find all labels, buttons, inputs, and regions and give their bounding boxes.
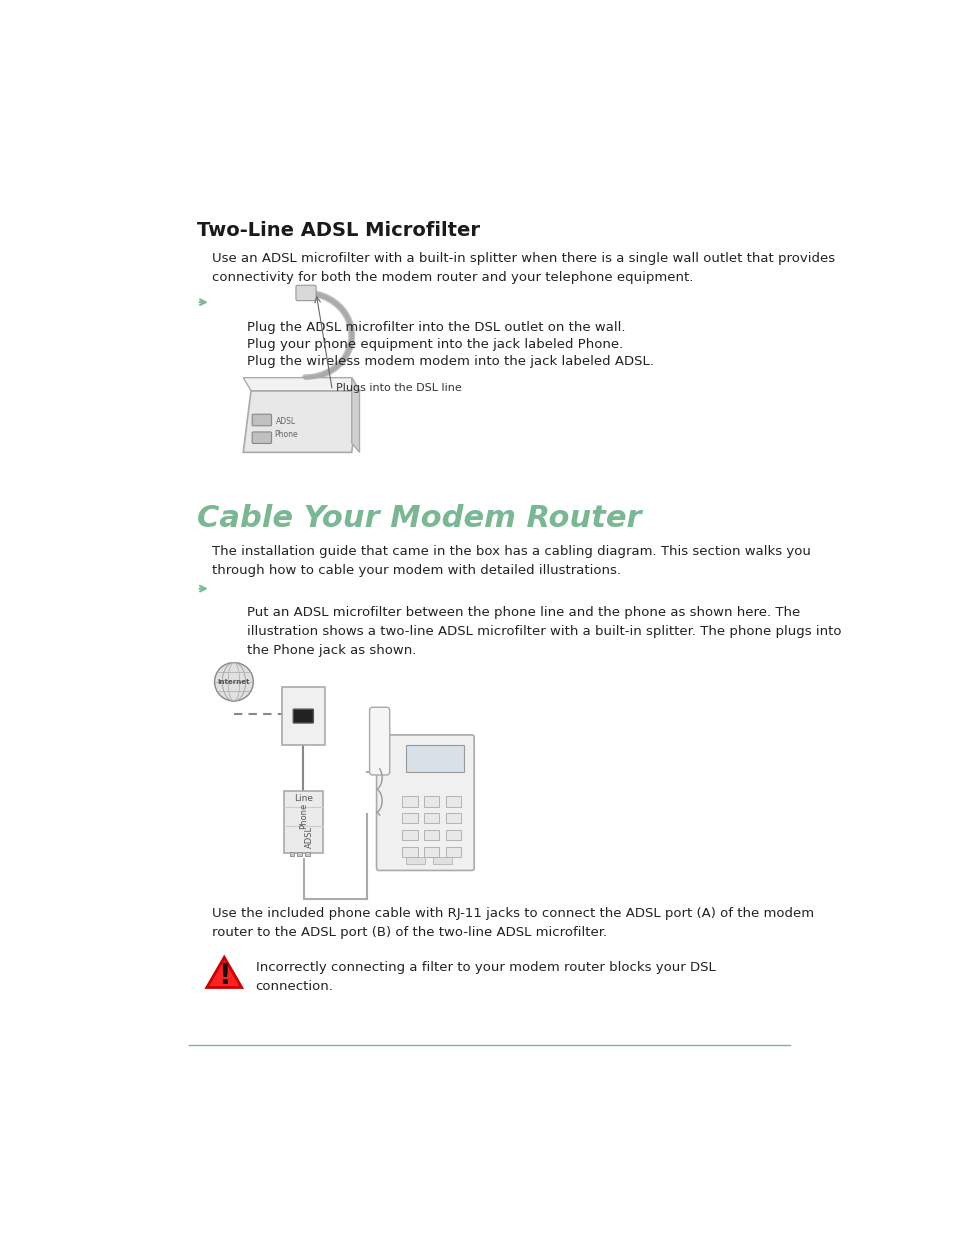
Text: The installation guide that came in the box has a cabling diagram. This section : The installation guide that came in the … — [212, 545, 810, 577]
Text: Use the included phone cable with RJ-11 jacks to connect the ADSL port (A) of th: Use the included phone cable with RJ-11 … — [212, 906, 814, 939]
Bar — [297, 852, 302, 856]
FancyBboxPatch shape — [252, 414, 272, 426]
Bar — [445, 830, 460, 841]
Bar — [433, 857, 452, 864]
Bar — [290, 852, 294, 856]
Bar — [402, 830, 417, 841]
Bar — [305, 852, 310, 856]
FancyBboxPatch shape — [295, 285, 315, 300]
Bar — [445, 846, 460, 857]
Text: Line: Line — [294, 794, 313, 803]
Polygon shape — [243, 390, 359, 452]
FancyBboxPatch shape — [369, 708, 390, 776]
FancyBboxPatch shape — [284, 792, 323, 852]
FancyBboxPatch shape — [376, 735, 474, 871]
Text: Internet: Internet — [217, 679, 250, 685]
Bar — [423, 846, 439, 857]
Bar — [445, 813, 460, 824]
Text: !: ! — [217, 962, 231, 990]
Bar — [406, 857, 425, 864]
Text: ADSL: ADSL — [305, 826, 314, 848]
Bar — [402, 846, 417, 857]
Bar — [282, 687, 324, 745]
Text: Put an ADSL microfilter between the phone line and the phone as shown here. The
: Put an ADSL microfilter between the phon… — [247, 606, 841, 657]
Bar — [423, 813, 439, 824]
Text: Two-Line ADSL Microfilter: Two-Line ADSL Microfilter — [196, 221, 479, 241]
Bar — [423, 830, 439, 841]
Polygon shape — [207, 957, 241, 988]
Polygon shape — [243, 378, 359, 390]
Text: Phone: Phone — [299, 803, 308, 829]
Bar — [406, 745, 464, 772]
Text: Plug your phone equipment into the jack labeled Phone.: Plug your phone equipment into the jack … — [247, 338, 622, 352]
Text: ADSL: ADSL — [275, 417, 295, 426]
Bar — [445, 795, 460, 806]
Bar — [423, 795, 439, 806]
Text: Use an ADSL microfilter with a built-in splitter when there is a single wall out: Use an ADSL microfilter with a built-in … — [212, 252, 835, 284]
Polygon shape — [352, 378, 359, 452]
Bar — [402, 813, 417, 824]
Text: Plug the wireless modem modem into the jack labeled ADSL.: Plug the wireless modem modem into the j… — [247, 356, 654, 368]
FancyBboxPatch shape — [293, 709, 313, 722]
Text: Plugs into the DSL line: Plugs into the DSL line — [335, 383, 461, 393]
Text: Incorrectly connecting a filter to your modem router blocks your DSL
connection.: Incorrectly connecting a filter to your … — [255, 961, 715, 993]
Circle shape — [214, 662, 253, 701]
Text: Cable Your Modem Router: Cable Your Modem Router — [196, 504, 640, 534]
Text: Phone: Phone — [274, 430, 297, 440]
FancyBboxPatch shape — [252, 432, 272, 443]
Text: Plug the ADSL microfilter into the DSL outlet on the wall.: Plug the ADSL microfilter into the DSL o… — [247, 321, 625, 335]
Bar — [402, 795, 417, 806]
